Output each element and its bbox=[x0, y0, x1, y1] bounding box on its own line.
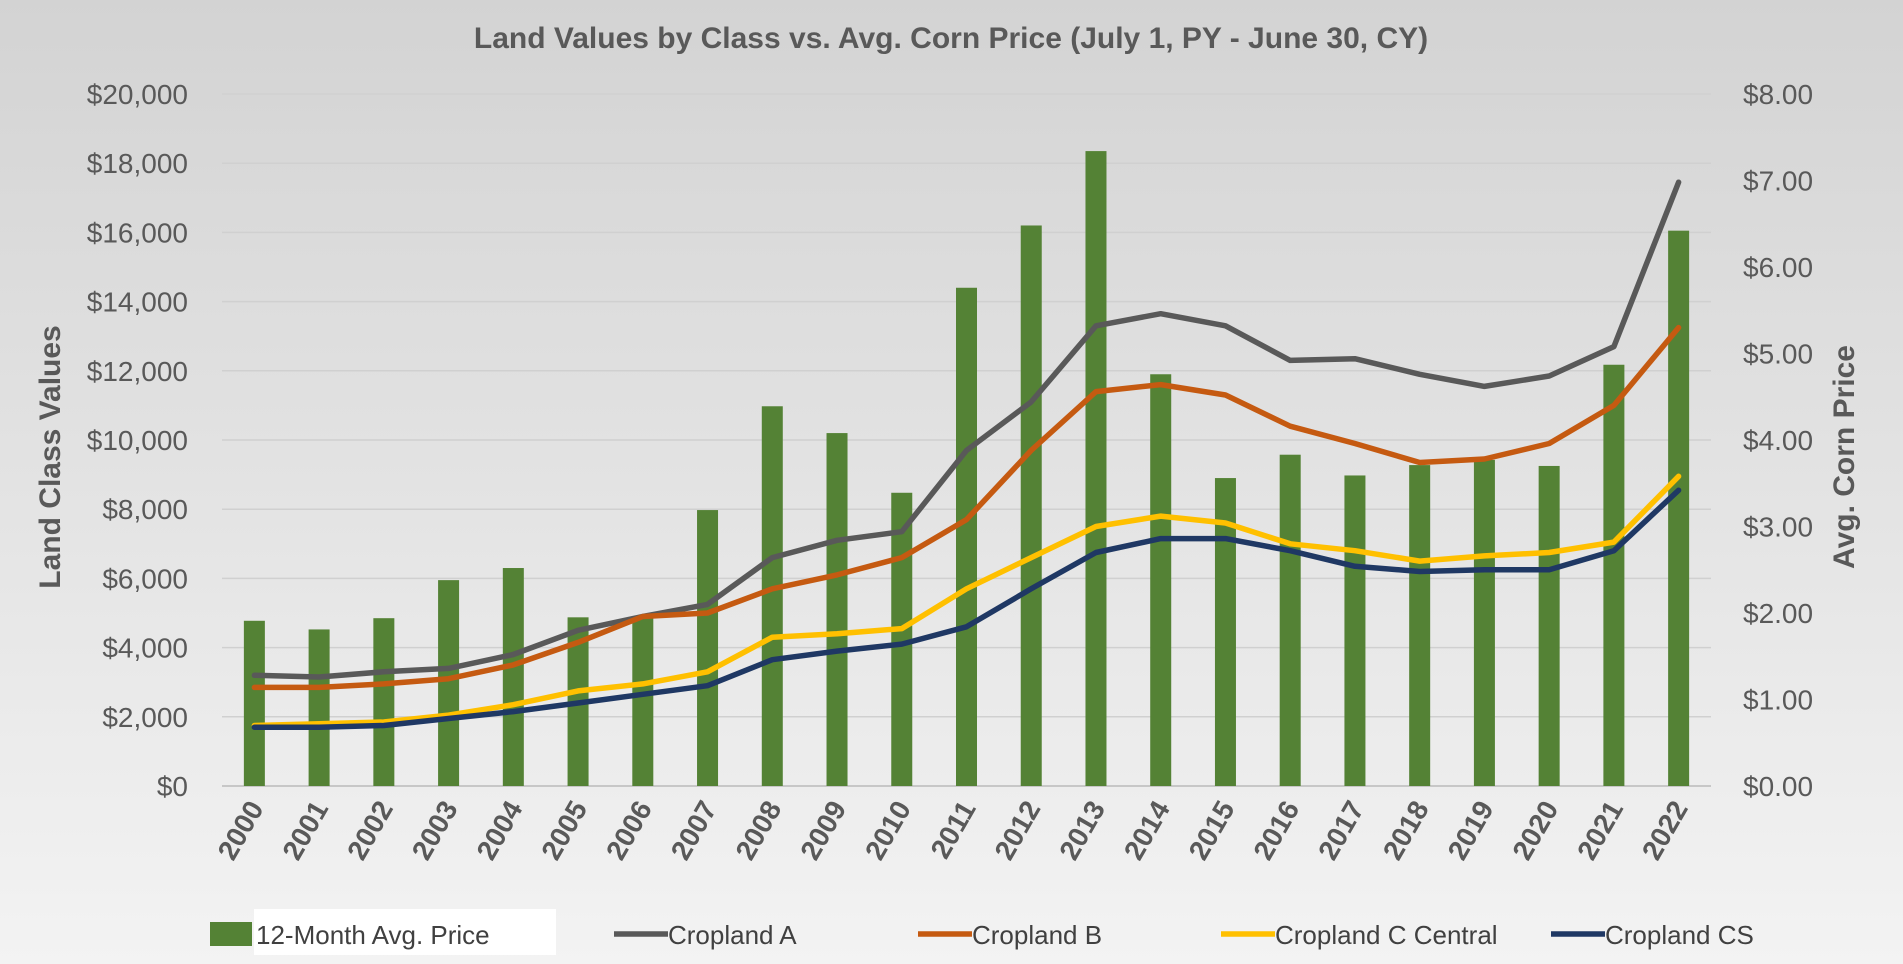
series-line bbox=[251, 324, 1682, 691]
x-tick-label: 2008 bbox=[729, 796, 787, 865]
x-tick-label: 2014 bbox=[1118, 795, 1176, 865]
bar bbox=[956, 287, 977, 786]
bar bbox=[1668, 230, 1690, 787]
y-tick-label: $10,000 bbox=[87, 425, 188, 456]
bar bbox=[761, 406, 783, 786]
legend-label: Cropland B bbox=[972, 920, 1102, 950]
y-tick-label: $8,000 bbox=[102, 494, 188, 525]
x-tick-label: 2010 bbox=[859, 796, 917, 865]
x-tick-label: 2019 bbox=[1442, 796, 1500, 865]
bar bbox=[1538, 465, 1560, 786]
x-tick-label: 2002 bbox=[341, 796, 399, 865]
x-tick-label: 2001 bbox=[276, 796, 334, 865]
legend-label: 12-Month Avg. Price bbox=[256, 920, 490, 950]
bar bbox=[697, 510, 719, 786]
y-axis-label: Land Class Values bbox=[34, 325, 67, 588]
bar bbox=[1214, 478, 1236, 786]
y2-tick-label: $4.00 bbox=[1743, 425, 1813, 456]
bar bbox=[502, 568, 524, 786]
bar-series bbox=[243, 151, 1690, 787]
series-line bbox=[251, 179, 1682, 680]
bar bbox=[1085, 151, 1107, 787]
y-tick-label: $6,000 bbox=[102, 563, 188, 594]
x-tick-label: 2020 bbox=[1506, 796, 1564, 865]
x-tick-label: 2015 bbox=[1183, 796, 1241, 865]
y2-tick-label: $6.00 bbox=[1743, 252, 1813, 283]
x-tick-label: 2012 bbox=[988, 796, 1046, 865]
y-tick-label: $14,000 bbox=[87, 287, 188, 318]
legend-label: Cropland A bbox=[668, 920, 797, 950]
y-tick-label: $4,000 bbox=[102, 633, 188, 664]
x-tick-label: 2009 bbox=[794, 796, 852, 865]
bar bbox=[243, 620, 265, 786]
bar bbox=[373, 618, 395, 786]
bar bbox=[632, 616, 654, 786]
x-tick-label: 2017 bbox=[1312, 796, 1370, 865]
y2-axis-label: Avg. Corn Price bbox=[1828, 345, 1861, 569]
x-tick-label: 2004 bbox=[471, 795, 529, 865]
x-tick-label: 2007 bbox=[665, 796, 723, 865]
bar bbox=[1603, 364, 1625, 786]
y-tick-label: $12,000 bbox=[87, 356, 188, 387]
y2-tick-label: $3.00 bbox=[1743, 512, 1813, 543]
y2-tick-label: $0.00 bbox=[1743, 771, 1813, 802]
bar bbox=[1279, 454, 1301, 786]
bar bbox=[1473, 459, 1495, 786]
x-tick-label: 2021 bbox=[1571, 796, 1629, 865]
y-axis-right-ticks: $0.00 $1.00 $2.00 $3.00 $4.00 $5.00 $6.00 $7.00… bbox=[1743, 79, 1813, 802]
y2-tick-label: $8.00 bbox=[1743, 79, 1813, 110]
chart-title: Land Values by Class vs. Avg. Corn Price… bbox=[474, 22, 1428, 55]
legend-label: Cropland CS bbox=[1605, 920, 1754, 950]
x-tick-label: 2013 bbox=[1053, 796, 1111, 865]
y-tick-label: $2,000 bbox=[102, 702, 188, 733]
x-tick-label: 2000 bbox=[212, 796, 270, 865]
legend: 12-Month Avg. Price Cropland A Cropland B C… bbox=[210, 909, 1754, 955]
legend-box bbox=[254, 909, 556, 955]
bar bbox=[1344, 475, 1366, 786]
x-tick-label: 2018 bbox=[1377, 796, 1435, 865]
bar bbox=[1020, 225, 1042, 787]
y2-tick-label: $7.00 bbox=[1743, 166, 1813, 197]
x-tick-label: 2016 bbox=[1247, 796, 1305, 865]
line-series bbox=[251, 179, 1682, 730]
bar bbox=[308, 629, 330, 786]
y-tick-label: $16,000 bbox=[87, 217, 188, 248]
x-tick-label: 2005 bbox=[535, 796, 593, 865]
bar bbox=[826, 433, 848, 786]
x-tick-label: 2022 bbox=[1636, 796, 1694, 865]
x-tick-label: 2003 bbox=[406, 796, 464, 865]
y2-tick-label: $2.00 bbox=[1743, 598, 1813, 629]
x-tick-label: 2006 bbox=[600, 796, 658, 865]
bar bbox=[438, 580, 460, 786]
bar bbox=[1150, 374, 1172, 786]
legend-label: Cropland C Central bbox=[1275, 920, 1498, 950]
bar bbox=[891, 492, 913, 786]
x-axis-ticks: 2000 2001 2002 2003 2004 2005 2006 2007 2008 2009… bbox=[212, 795, 1694, 865]
series-line bbox=[251, 473, 1682, 729]
bar bbox=[1409, 465, 1431, 786]
y-tick-label: $0 bbox=[157, 771, 188, 802]
x-tick-label: 2011 bbox=[924, 796, 981, 864]
y2-tick-label: $1.00 bbox=[1743, 685, 1813, 716]
series-line bbox=[251, 487, 1682, 730]
y-axis-left-ticks: $0 $2,000 $4,000 $6,000 $8,000 $10,000 $12,000… bbox=[87, 79, 188, 802]
y-tick-label: $20,000 bbox=[87, 79, 188, 110]
legend-swatch bbox=[210, 922, 252, 946]
y-tick-label: $18,000 bbox=[87, 148, 188, 179]
y2-tick-label: $5.00 bbox=[1743, 339, 1813, 370]
